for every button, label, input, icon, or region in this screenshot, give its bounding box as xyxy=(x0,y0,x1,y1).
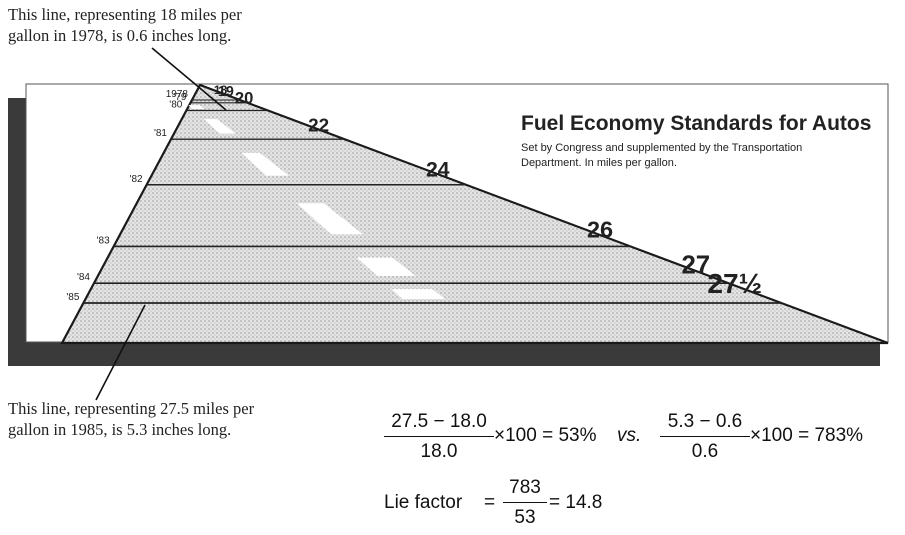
value-label-4: 24 xyxy=(426,158,450,181)
top-annotation-pointer xyxy=(151,47,227,111)
year-label-5: '83 xyxy=(97,235,110,246)
versus-label: vs. xyxy=(617,425,642,446)
bottom-annotation-pointer xyxy=(95,304,146,401)
fraction-lie-factor: 783 53 xyxy=(503,477,547,529)
fraction-length-change: 5.3 − 0.6 0.6 xyxy=(660,411,750,463)
length-change-result: ×100 = 783% xyxy=(750,425,864,446)
mpg-change-result: ×100 = 53% xyxy=(494,425,597,446)
lie-factor-result: = 14.8 xyxy=(549,492,603,513)
road-lines xyxy=(83,99,782,304)
value-label-1: 19 xyxy=(218,84,234,100)
year-label-4: '82 xyxy=(130,174,143,185)
fraction-length-numerator: 5.3 − 0.6 xyxy=(660,411,750,437)
value-label-5: 26 xyxy=(587,216,613,242)
lane-dashes xyxy=(188,105,445,300)
value-label-2: 20 xyxy=(235,88,253,107)
fraction-lie-numerator: 783 xyxy=(503,477,547,503)
fraction-mpg-denominator: 18.0 xyxy=(420,441,458,462)
top-annotation-line-2: gallon in 1978, is 0.6 inches long. xyxy=(8,26,232,45)
bottom-annotation: This line, representing 27.5 miles per g… xyxy=(8,398,298,440)
value-label-7: 27½ xyxy=(707,268,762,299)
year-label-2: '80 xyxy=(169,100,182,111)
value-label-3: 22 xyxy=(308,115,329,136)
lane-dash-3 xyxy=(203,119,236,134)
bottom-annotation-line-1: This line, representing 27.5 miles per xyxy=(8,399,255,418)
chart-subtitle-line-1: Set by Congress and supplemented by the … xyxy=(521,142,802,154)
year-label-3: '81 xyxy=(154,128,167,139)
fraction-lie-denominator: 53 xyxy=(514,507,536,528)
value-label-0: 18 xyxy=(214,83,228,97)
year-label-1: '79 xyxy=(173,92,186,103)
value-label-6: 27 xyxy=(681,252,710,280)
chart-title: Fuel Economy Standards for Autos xyxy=(521,112,871,135)
year-labels: 1978'79'80 '81 '82 '83 '84 '85 xyxy=(66,89,188,303)
year-label-0: 1978 xyxy=(166,89,189,100)
chart-subtitle-line-2: Department. In miles per gallon. xyxy=(521,157,677,169)
fraction-length-denominator: 0.6 xyxy=(691,441,719,462)
lane-dash-6 xyxy=(356,257,416,276)
fraction-mpg-numerator: 27.5 − 18.0 xyxy=(384,411,494,437)
lane-dash-4 xyxy=(241,152,289,176)
top-annotation-line-1: This line, representing 18 miles per xyxy=(8,5,242,24)
fraction-mpg-change: 27.5 − 18.0 18.0 xyxy=(384,411,494,463)
year-label-6: '84 xyxy=(77,272,90,283)
bottom-annotation-line-2: gallon in 1985, is 5.3 inches long. xyxy=(8,420,232,439)
lie-factor-label: Lie factor xyxy=(384,492,463,513)
lane-dash-7 xyxy=(391,289,445,300)
lane-dash-2 xyxy=(188,105,205,109)
lie-factor-equals: = xyxy=(484,492,496,513)
lane-dash-5 xyxy=(296,203,363,235)
year-label-7: '85 xyxy=(66,292,79,303)
top-annotation: This line, representing 18 miles per gal… xyxy=(8,4,298,46)
road-triangle xyxy=(60,83,889,345)
